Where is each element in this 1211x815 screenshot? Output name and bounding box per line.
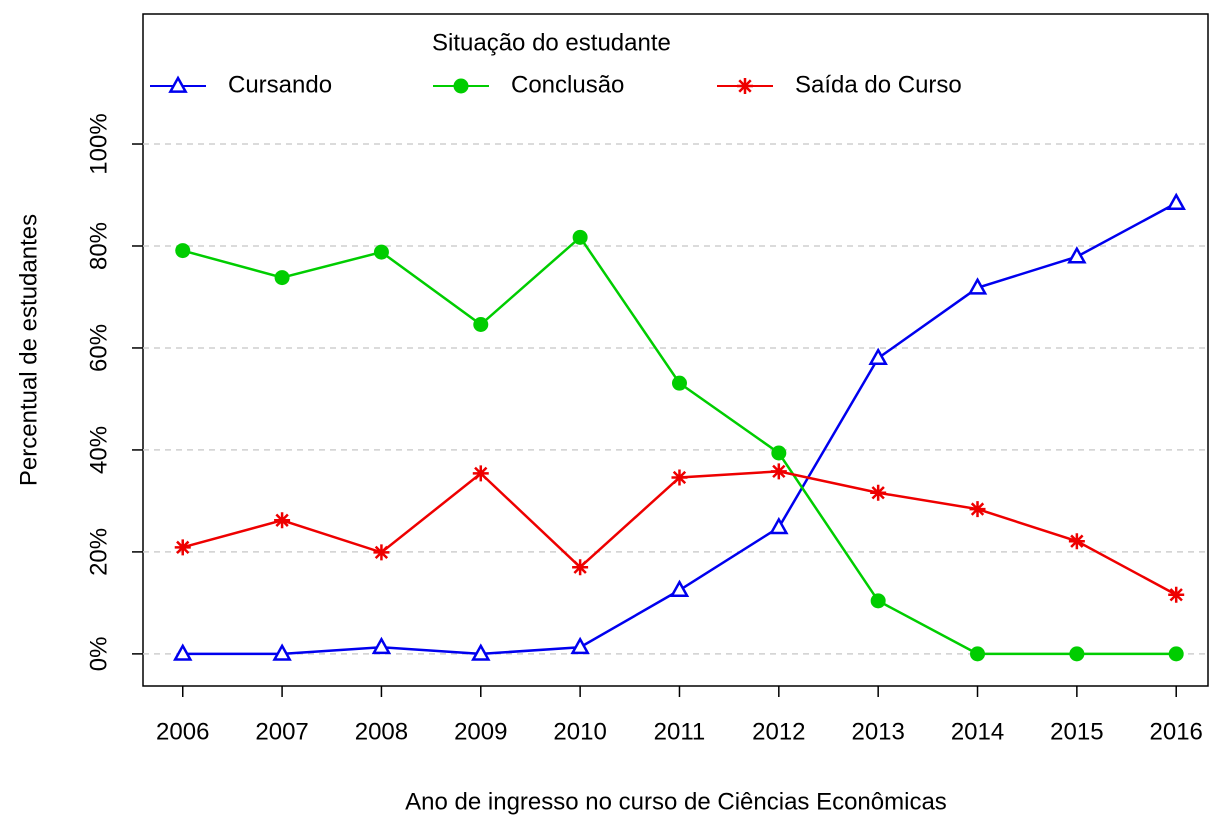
x-tick-label: 2010 <box>553 718 606 745</box>
marker <box>1067 246 1087 264</box>
marker <box>870 593 886 609</box>
marker <box>669 579 690 597</box>
marker <box>1069 646 1085 662</box>
marker <box>737 78 753 94</box>
marker <box>1168 646 1184 662</box>
marker <box>173 643 193 661</box>
marker <box>1068 533 1085 550</box>
y-tick-label: 20% <box>85 528 112 576</box>
marker <box>473 317 489 333</box>
marker <box>870 484 887 501</box>
x-tick-label: 2016 <box>1150 718 1203 745</box>
marker <box>970 646 986 662</box>
legend-item: Saída do Curso <box>717 71 962 98</box>
marker <box>274 512 291 529</box>
x-tick-label: 2008 <box>355 718 408 745</box>
legend-label: Cursando <box>228 71 332 98</box>
marker <box>769 516 789 535</box>
marker <box>967 277 988 295</box>
x-tick-label: 2014 <box>951 718 1004 745</box>
marker <box>671 375 687 391</box>
marker <box>174 539 191 556</box>
plot-frame <box>142 13 1209 687</box>
legend-item: Conclusão <box>433 71 624 98</box>
x-tick-label: 2015 <box>1050 718 1103 745</box>
x-axis-label: Ano de ingresso no curso de Ciências Eco… <box>405 788 947 815</box>
x-tick-label: 2009 <box>454 718 507 745</box>
legend-label: Saída do Curso <box>795 71 962 98</box>
marker <box>671 469 688 486</box>
marker <box>371 636 392 655</box>
marker <box>572 229 588 245</box>
series-line <box>182 470 1177 596</box>
y-tick-label: 0% <box>85 637 112 672</box>
marker <box>771 445 787 461</box>
marker <box>572 559 589 576</box>
legend-title: Situação do estudante <box>432 29 671 56</box>
x-tick-label: 2012 <box>752 718 805 745</box>
x-tick-label: 2011 <box>654 718 706 745</box>
y-tick-label: 80% <box>85 222 112 270</box>
marker <box>1168 586 1185 603</box>
marker <box>168 75 188 93</box>
marker <box>868 347 888 366</box>
marker <box>969 501 986 518</box>
marker <box>1166 192 1186 211</box>
y-tick-label: 40% <box>85 426 112 474</box>
x-tick-label: 2007 <box>255 718 308 745</box>
marker <box>570 636 590 655</box>
marker <box>272 643 292 661</box>
y-tick-label: 100% <box>85 113 112 174</box>
legend-item: Cursando <box>150 71 332 98</box>
y-tick-label: 60% <box>85 324 112 372</box>
y-axis-label: Percentual de estudantes <box>15 214 42 486</box>
marker <box>175 243 191 259</box>
marker <box>453 78 469 94</box>
x-tick-label: 2013 <box>851 718 904 745</box>
x-tick-label: 2006 <box>156 718 209 745</box>
legend-label: Conclusão <box>511 71 624 98</box>
marker <box>274 270 290 286</box>
marker <box>373 544 390 561</box>
marker <box>770 463 787 480</box>
marker <box>472 465 489 482</box>
marker <box>373 244 389 260</box>
marker <box>471 643 491 661</box>
